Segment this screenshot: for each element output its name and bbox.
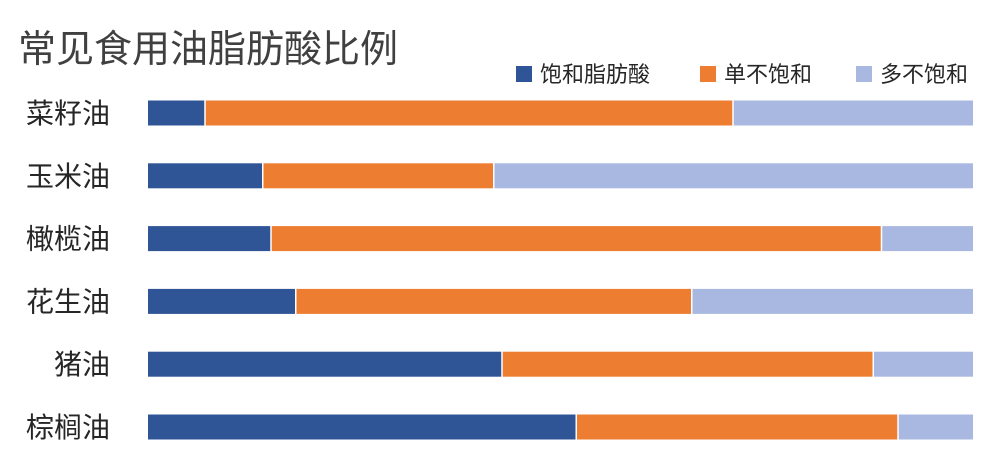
bar-segment-monounsaturated: [502, 351, 873, 377]
legend: 饱和脂肪酸 单不饱和 多不饱和: [516, 63, 968, 88]
bar-segment-saturated: [148, 414, 576, 440]
category-label: 猪油: [54, 348, 110, 381]
bar-segment-monounsaturated: [577, 414, 898, 440]
category-label: 橄榄油: [26, 223, 110, 256]
bar-segment-saturated: [148, 100, 205, 126]
category-label: 花生油: [26, 285, 110, 318]
legend-label-polyunsaturated: 多不饱和: [880, 63, 968, 88]
bar-segment-monounsaturated: [296, 288, 691, 314]
category-label: 菜籽油: [26, 97, 110, 130]
bar-segment-polyunsaturated: [882, 226, 973, 252]
bar-segment-polyunsaturated: [692, 288, 973, 314]
bar-segment-polyunsaturated: [874, 351, 973, 377]
bar-segment-monounsaturated: [271, 226, 881, 252]
bar-segment-monounsaturated: [205, 100, 733, 126]
legend-swatch-monounsaturated: [700, 66, 716, 82]
bar-segment-saturated: [148, 351, 502, 377]
legend-label-saturated: 饱和脂肪酸: [540, 63, 650, 88]
category-label: 棕榈油: [26, 411, 110, 444]
bar-segment-saturated: [148, 163, 262, 189]
bar-segment-saturated: [148, 288, 295, 314]
bar-segment-polyunsaturated: [898, 414, 973, 440]
bar-segment-polyunsaturated: [494, 163, 973, 189]
legend-swatch-saturated: [516, 66, 532, 82]
plot-area: [148, 100, 973, 440]
category-label: 玉米油: [26, 160, 110, 193]
bar-segment-monounsaturated: [263, 163, 493, 189]
legend-label-monounsaturated: 单不饱和: [724, 63, 812, 88]
bar-segment-polyunsaturated: [733, 100, 973, 126]
bar-segment-saturated: [148, 226, 271, 252]
chart-title: 常见食用油脂肪酸比例: [18, 27, 398, 71]
legend-swatch-polyunsaturated: [856, 66, 872, 82]
